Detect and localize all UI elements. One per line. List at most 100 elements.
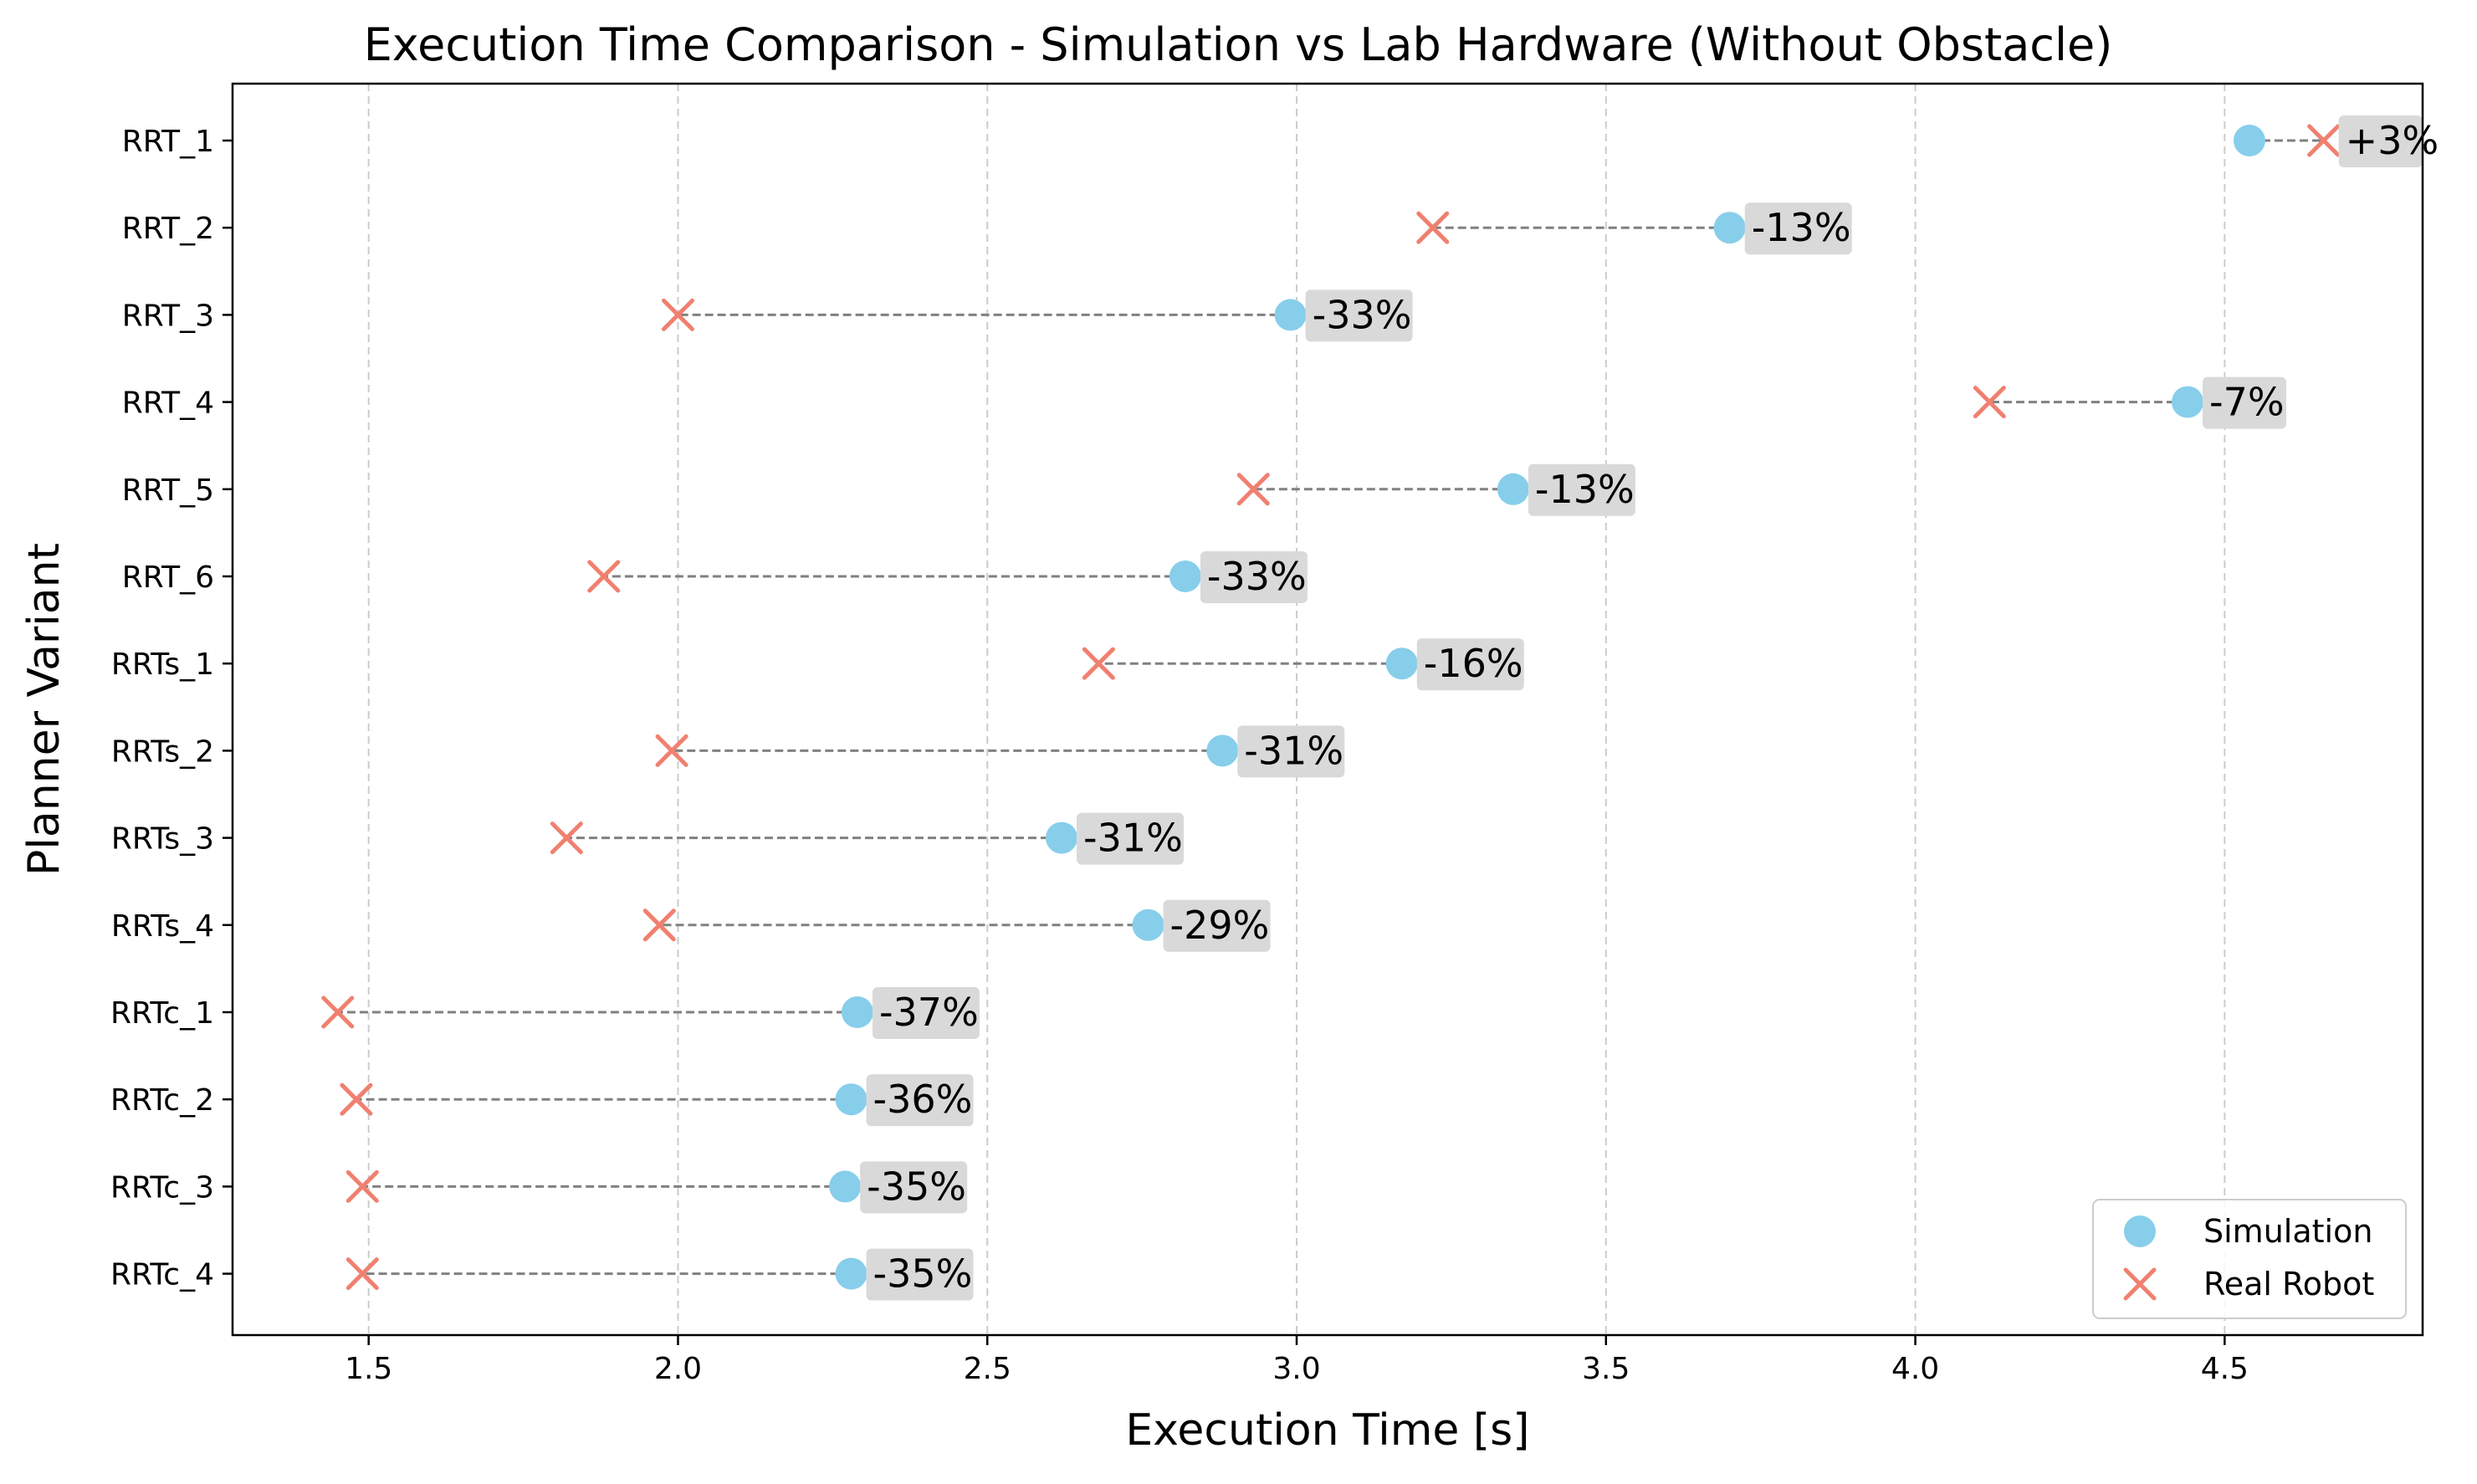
difference-label: +3% bbox=[2346, 118, 2439, 163]
difference-label-box bbox=[2202, 376, 2286, 429]
x-axis-ticks: 1.5 2.0 2.5 3.0 3.5 4.0 4.5 bbox=[345, 1335, 2249, 1386]
real-robot-point bbox=[1973, 386, 2006, 419]
grid-layer bbox=[367, 84, 2226, 1335]
simulation-point bbox=[1132, 908, 1164, 941]
x-marker-stroke bbox=[321, 995, 355, 1029]
x-marker-stroke bbox=[655, 734, 688, 767]
difference-label-box bbox=[2338, 115, 2423, 167]
y-tick-label: RRTs_3 bbox=[111, 822, 214, 857]
difference-label: -37% bbox=[879, 990, 979, 1035]
label-layer: +3% -13% -33% -7% -13% -33% -16% -31% -31% -29% -3… bbox=[860, 115, 2439, 1301]
x-tick-label: 3.0 bbox=[1272, 1352, 1320, 1386]
real-robot-point bbox=[642, 908, 676, 942]
real-robot-point bbox=[655, 734, 688, 767]
real-robot-point bbox=[2307, 124, 2341, 157]
difference-label-box bbox=[1416, 638, 1524, 691]
x-marker-stroke bbox=[340, 1082, 373, 1116]
x-tick-label: 2.5 bbox=[964, 1352, 1011, 1386]
plot-frame bbox=[231, 82, 2424, 1337]
real-robot-point bbox=[1082, 647, 1115, 680]
difference-label: -33% bbox=[1313, 292, 1412, 337]
y-axis-ticks: RRT_1 RRT_2 RRT_3 RRT_4 RRT_5 RRT_6 RRTs_1 RRTs… bbox=[110, 125, 233, 1292]
real-robot-point bbox=[1416, 211, 1450, 244]
difference-label-box bbox=[866, 1248, 974, 1301]
real-robot-point bbox=[345, 1169, 379, 1203]
difference-label-box bbox=[1744, 202, 1852, 255]
legend-simulation-label: Simulation bbox=[2203, 1213, 2372, 1250]
legend-real-robot-marker bbox=[2123, 1267, 2157, 1301]
x-tick-label: 2.0 bbox=[654, 1352, 702, 1386]
y-tick-label: RRTc_3 bbox=[110, 1170, 214, 1205]
difference-label-box bbox=[1076, 812, 1184, 865]
real-robot-point bbox=[321, 995, 355, 1029]
y-tick-label: RRTs_1 bbox=[111, 647, 214, 682]
x-tick-label: 4.5 bbox=[2201, 1352, 2249, 1386]
chart-title: Execution Time Comparison - Simulation v… bbox=[364, 18, 2113, 71]
x-marker-stroke bbox=[1973, 386, 2006, 419]
difference-label: -13% bbox=[1535, 467, 1635, 512]
marker-layer bbox=[321, 124, 2341, 1291]
real-robot-point bbox=[345, 1257, 379, 1291]
real-robot-point bbox=[1236, 473, 1270, 506]
simulation-point bbox=[1206, 734, 1239, 767]
difference-label-box bbox=[1528, 463, 1635, 516]
simulation-point bbox=[1385, 647, 1418, 680]
x-axis-title: Execution Time [s] bbox=[1125, 1405, 1529, 1456]
difference-label: -13% bbox=[1752, 205, 1851, 250]
difference-label: -29% bbox=[1170, 903, 1270, 948]
difference-label-box bbox=[866, 1074, 974, 1127]
legend-simulation-marker bbox=[2124, 1215, 2156, 1247]
y-tick-label: RRT_6 bbox=[122, 560, 214, 595]
difference-label: -31% bbox=[1244, 728, 1343, 773]
y-tick-label: RRT_5 bbox=[122, 473, 214, 508]
x-marker-stroke bbox=[1416, 211, 1450, 244]
simulation-point bbox=[841, 996, 873, 1028]
x-marker-stroke bbox=[1082, 647, 1115, 680]
simulation-point bbox=[835, 1083, 867, 1116]
difference-label-box bbox=[1305, 289, 1413, 342]
difference-label: -16% bbox=[1424, 641, 1523, 686]
y-tick-label: RRT_1 bbox=[122, 125, 214, 159]
simulation-point bbox=[1497, 473, 1529, 505]
x-tick-label: 4.0 bbox=[1891, 1352, 1939, 1386]
legend-real-robot-label: Real Robot bbox=[2203, 1266, 2374, 1302]
x-marker-stroke bbox=[642, 908, 676, 942]
difference-label: -36% bbox=[873, 1077, 973, 1122]
simulation-point bbox=[2233, 125, 2265, 156]
y-tick-label: RRTs_2 bbox=[111, 734, 214, 769]
simulation-point bbox=[1169, 560, 1201, 592]
x-marker-stroke bbox=[2307, 124, 2341, 157]
legend: Simulation Real Robot bbox=[2092, 1199, 2407, 1319]
y-tick-label: RRTc_2 bbox=[110, 1083, 214, 1118]
difference-label-box bbox=[860, 1161, 968, 1214]
x-marker-stroke bbox=[587, 560, 621, 593]
real-robot-point bbox=[550, 821, 583, 855]
x-marker-stroke bbox=[550, 821, 583, 855]
y-tick-label: RRT_2 bbox=[122, 212, 214, 246]
difference-label: -35% bbox=[873, 1251, 973, 1297]
x-marker-stroke bbox=[345, 1257, 379, 1291]
y-tick-label: RRT_4 bbox=[122, 386, 214, 421]
connector-layer bbox=[337, 139, 2324, 1276]
y-tick-label: RRT_3 bbox=[122, 299, 214, 333]
real-robot-point bbox=[340, 1082, 373, 1116]
simulation-point bbox=[1045, 821, 1077, 854]
x-marker-stroke bbox=[345, 1169, 379, 1203]
x-marker-stroke bbox=[2123, 1267, 2157, 1301]
difference-label: -7% bbox=[2209, 380, 2285, 425]
simulation-point bbox=[829, 1170, 862, 1203]
real-robot-point bbox=[661, 298, 694, 331]
simulation-point bbox=[2171, 386, 2203, 418]
simulation-point bbox=[1713, 212, 1746, 244]
difference-label: -33% bbox=[1207, 554, 1307, 599]
x-marker-stroke bbox=[1236, 473, 1270, 506]
difference-label: -35% bbox=[867, 1164, 966, 1209]
simulation-point bbox=[835, 1257, 867, 1290]
y-axis-title: Planner Variant bbox=[19, 543, 69, 876]
y-tick-label: RRTc_1 bbox=[110, 996, 214, 1031]
difference-label: -31% bbox=[1083, 816, 1183, 861]
y-tick-label: RRTc_4 bbox=[110, 1258, 214, 1292]
real-robot-point bbox=[587, 560, 621, 593]
x-tick-label: 3.5 bbox=[1582, 1352, 1630, 1386]
